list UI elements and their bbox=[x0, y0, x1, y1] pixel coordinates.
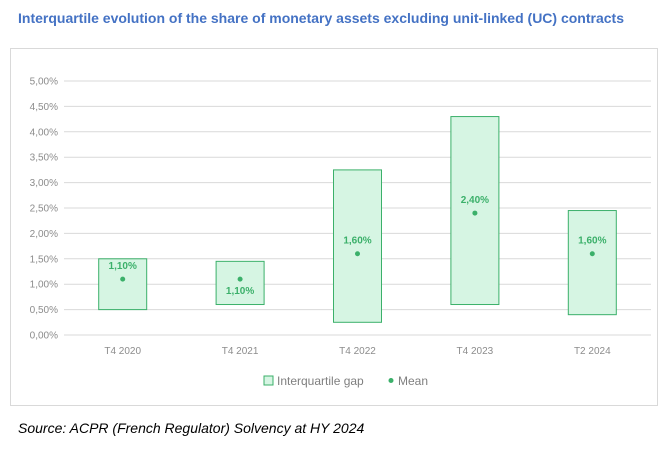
interquartile-box bbox=[567, 210, 617, 316]
mean-data-label: 1,60% bbox=[343, 236, 371, 247]
x-tick-label: T4 2022 bbox=[339, 346, 376, 357]
y-tick-label: 0,00% bbox=[30, 331, 58, 342]
y-tick-label: 3,00% bbox=[30, 178, 58, 189]
chart-area: 0,00% 0,50% 1,00% 1,50% 2,00% 2,50% 3,00% 3,50%… bbox=[10, 48, 658, 406]
x-tick-label: T4 2020 bbox=[104, 346, 141, 357]
interquartile-box bbox=[450, 116, 500, 306]
interquartile-box bbox=[333, 169, 382, 323]
source-note: Source: ACPR (French Regulator) Solvency… bbox=[18, 420, 365, 436]
mean-data-label: 1,60% bbox=[578, 236, 606, 247]
mean-point bbox=[472, 210, 478, 216]
legend-box-swatch bbox=[263, 375, 274, 386]
x-tick-label: T2 2024 bbox=[574, 346, 611, 357]
mean-point bbox=[355, 251, 360, 257]
mean-point bbox=[120, 276, 126, 282]
interquartile-box bbox=[215, 260, 265, 306]
mean-data-label: 1,10% bbox=[109, 261, 137, 272]
y-tick-label: 1,00% bbox=[30, 280, 58, 291]
chart-title: Interquartile evolution of the share of … bbox=[18, 10, 624, 26]
mean-point bbox=[589, 251, 595, 257]
mean-point bbox=[237, 276, 243, 282]
x-tick-label: T4 2021 bbox=[222, 346, 259, 357]
y-tick-label: 2,50% bbox=[30, 204, 58, 215]
y-tick-label: 2,00% bbox=[30, 229, 58, 240]
chart-svg: 0,00% 0,50% 1,00% 1,50% 2,00% 2,50% 3,00% 3,50%… bbox=[30, 77, 651, 388]
y-tick-label: 4,50% bbox=[30, 102, 58, 113]
legend-mean-swatch bbox=[388, 378, 394, 383]
mean-data-label: 2,40% bbox=[461, 195, 489, 206]
y-tick-label: 3,50% bbox=[30, 153, 58, 164]
y-tick-label: 5,00% bbox=[30, 77, 58, 88]
x-tick-label: T4 2023 bbox=[457, 346, 494, 357]
y-tick-label: 4,00% bbox=[30, 127, 58, 138]
legend-label-mean: Mean bbox=[398, 374, 428, 388]
y-tick-label: 1,50% bbox=[30, 254, 58, 265]
mean-data-label: 1,10% bbox=[226, 286, 254, 297]
legend-label-interquartile: Interquartile gap bbox=[277, 374, 364, 388]
interquartile-box bbox=[98, 258, 148, 311]
y-tick-label: 0,50% bbox=[30, 305, 58, 316]
